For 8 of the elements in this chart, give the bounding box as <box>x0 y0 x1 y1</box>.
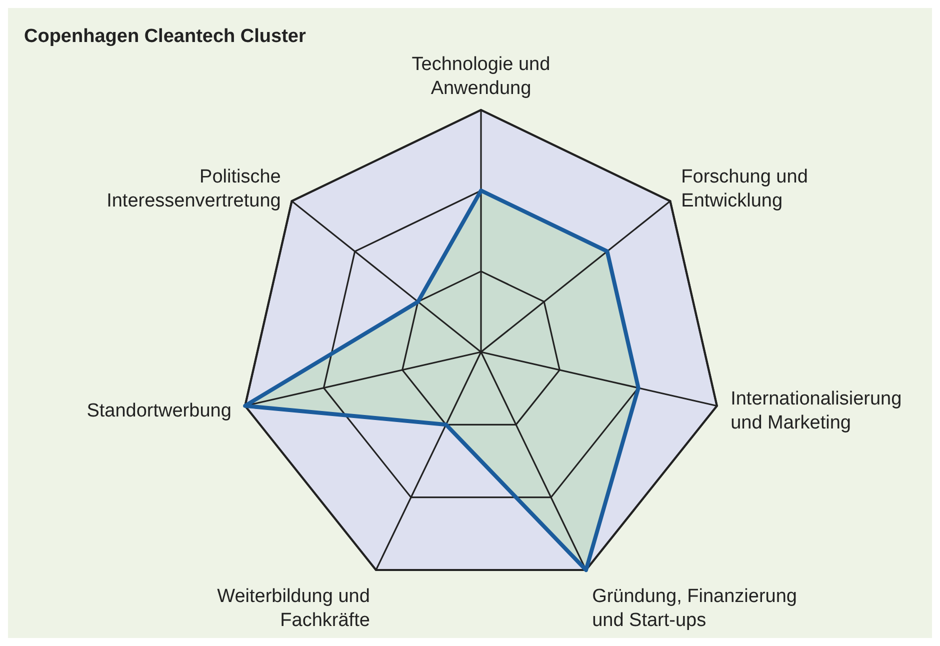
spoke-label: Internationalisierung und Marketing <box>730 388 902 434</box>
spoke-label: Forschung und Entwicklung <box>681 166 808 212</box>
spoke-label: Technologie und Anwendung <box>412 54 550 99</box>
spoke-label: Gründung, Finanzierung und Start-ups <box>592 586 797 632</box>
chart-title: Copenhagen Cleantech Cluster <box>24 26 306 47</box>
spoke-label: Standortwerbung <box>86 400 232 422</box>
spoke-label: Weiterbildung und Fachkräfte <box>217 586 370 632</box>
spoke-label: Politische Interessenvertretung <box>106 166 281 212</box>
